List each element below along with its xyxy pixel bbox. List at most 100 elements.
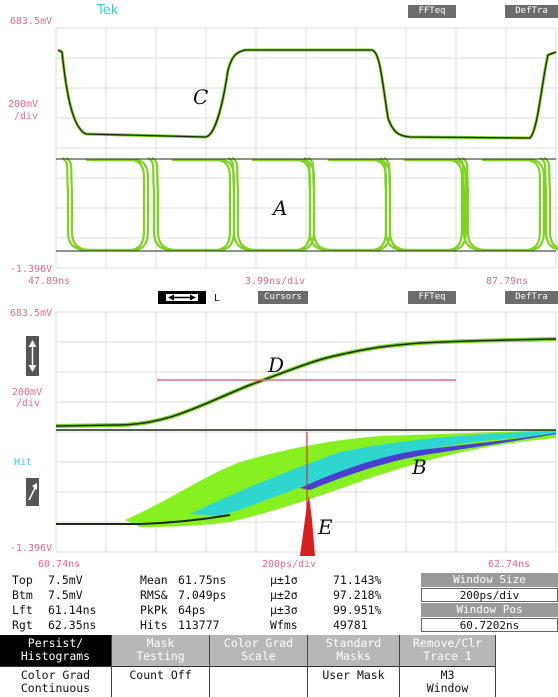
meas-label: Top [12, 573, 33, 587]
top-vtop-label: 683.5mV [10, 16, 52, 27]
meas-label: µ±1σ [270, 573, 298, 587]
label-b: B [411, 455, 427, 479]
window-pos-label: Window Pos [421, 603, 558, 617]
eye-segment [61, 157, 146, 252]
meas-value: 71.143% [333, 573, 382, 587]
diagonal-arrow-icon[interactable] [26, 478, 39, 506]
bottom-div-label: /div [16, 398, 40, 409]
mode-label: L [214, 293, 220, 304]
label-d: D [267, 353, 284, 377]
label-a: A [271, 196, 287, 220]
trace-c [57, 48, 557, 140]
eye-segment [307, 157, 392, 252]
meas-row: Btm 7.5mV RMS& 7.049ps µ±2σ 97.218% [0, 588, 420, 602]
horizontal-arrows-icon[interactable] [158, 291, 206, 304]
hit-label: Hit [14, 457, 32, 468]
meas-label: Wfms [270, 618, 298, 632]
bottom-vtop-label: 683.5mV [10, 308, 52, 319]
bottom-scale-label: 200mV [12, 387, 42, 398]
def-tra-button-2[interactable]: DefTra [505, 291, 558, 304]
meas-value: 61.14ns [48, 603, 97, 617]
trace-c-core [57, 49, 557, 139]
meas-label: µ±3σ [270, 603, 298, 617]
trace-d-core [55, 338, 557, 427]
bottom-time-scale: 200ps/div [262, 559, 316, 570]
bottom-time-left: 60.74ns [38, 559, 80, 570]
histogram-b-mid [190, 431, 556, 516]
menu-button-title[interactable]: Persist/ Histograms [0, 635, 111, 666]
eye-segment [539, 157, 558, 251]
meas-value: 61.75ns [178, 573, 227, 587]
top-time-left: 47.89ns [28, 276, 70, 287]
menu-button-title[interactable]: Mask Testing [112, 635, 209, 666]
meas-row: Top 7.5mV Mean 61.75ns µ±1σ 71.143% [0, 573, 420, 587]
vertical-arrows-icon[interactable] [26, 336, 39, 376]
label-e: E [317, 515, 333, 539]
eye-segment [543, 157, 558, 250]
top-div-label: /div [14, 111, 38, 122]
eye-segment [379, 157, 464, 252]
eye-segment [383, 157, 468, 252]
meas-value: 64ps [178, 603, 206, 617]
menu-button-value[interactable] [210, 666, 307, 697]
eye-segment [457, 157, 542, 252]
window-pos-value[interactable]: 60.7202ns [421, 618, 558, 632]
eye-rails [56, 158, 556, 252]
cursors-button[interactable]: Cursors [258, 291, 308, 304]
meas-value: 62.35ns [48, 618, 97, 632]
eye-segment [65, 157, 150, 252]
meas-value: 113777 [178, 618, 220, 632]
menu-button-value[interactable]: Count Off [112, 666, 209, 697]
menu-button-3[interactable]: Color Grad Scale [210, 635, 308, 697]
meas-value: 49781 [333, 618, 368, 632]
window-size-value[interactable]: 200ps/div [421, 588, 558, 602]
menu-button-value[interactable]: User Mask [308, 666, 399, 697]
menu-button-5[interactable]: Remove/Clr Trace 1 M3 Window [400, 635, 496, 697]
meas-label: Lft [12, 603, 33, 617]
eye-segment [461, 157, 546, 252]
top-time-right: 87.79ns [486, 276, 528, 287]
measurement-readout: Top 7.5mV Mean 61.75ns µ±1σ 71.143% Btm … [0, 572, 558, 634]
waveform-canvas: 683.5mV 200mV /div -1.396V 47.89ns 3.99n… [8, 3, 558, 570]
top-time-scale: 3.99ns/div [245, 276, 305, 287]
window-size-label: Window Size [421, 573, 558, 587]
meas-label: Hits [140, 618, 168, 632]
fft-eq-button-2[interactable]: FFTeq [408, 291, 456, 304]
brand-logo: Tek [96, 3, 119, 18]
menu-button-title[interactable]: Remove/Clr Trace 1 [400, 635, 495, 666]
trace-b-baseline [56, 514, 231, 525]
bottom-time-right: 62.74ns [488, 559, 530, 570]
meas-value: 7.5mV [48, 573, 83, 587]
meas-label: µ±2σ [270, 588, 298, 602]
top-graticule [55, 27, 557, 269]
meas-label: Mean [140, 573, 168, 587]
top-scale-label: 200mV [8, 99, 38, 110]
bottom-vbottom-label: -1.396V [10, 543, 52, 554]
meas-value: 7.049ps [178, 588, 227, 602]
meas-row: Lft 61.14ns PkPk 64ps µ±3σ 99.951% [0, 603, 420, 617]
eye-segment [147, 157, 232, 252]
eye-segment [151, 157, 236, 252]
def-tra-button[interactable]: DefTra [505, 5, 558, 18]
meas-label: RMS& [140, 588, 168, 602]
bottom-menu-bar: Persist/ Histograms Color Grad Continuous… [0, 635, 558, 697]
label-c: C [193, 85, 208, 109]
menu-button-1[interactable]: Persist/ Histograms Color Grad Continuous [0, 635, 112, 697]
top-vbottom-label: -1.396V [10, 264, 52, 275]
menu-filler [496, 635, 558, 697]
menu-button-value[interactable]: Color Grad Continuous [0, 666, 111, 697]
meas-label: PkPk [140, 603, 168, 617]
eye-segment [303, 157, 388, 252]
menu-button-4[interactable]: Standard Masks User Mask [308, 635, 400, 697]
meas-label: Rgt [12, 618, 33, 632]
menu-button-title[interactable]: Color Grad Scale [210, 635, 307, 666]
meas-value: 7.5mV [48, 588, 83, 602]
meas-row: Rgt 62.35ns Hits 113777 Wfms 49781 [0, 618, 420, 632]
eye-segment [227, 157, 312, 252]
meas-value: 97.218% [333, 588, 382, 602]
fft-eq-button[interactable]: FFTeq [408, 5, 456, 18]
menu-button-title[interactable]: Standard Masks [308, 635, 399, 666]
menu-button-2[interactable]: Mask Testing Count Off [112, 635, 210, 697]
menu-button-value[interactable]: M3 Window [400, 666, 495, 697]
meas-value: 99.951% [333, 603, 382, 617]
